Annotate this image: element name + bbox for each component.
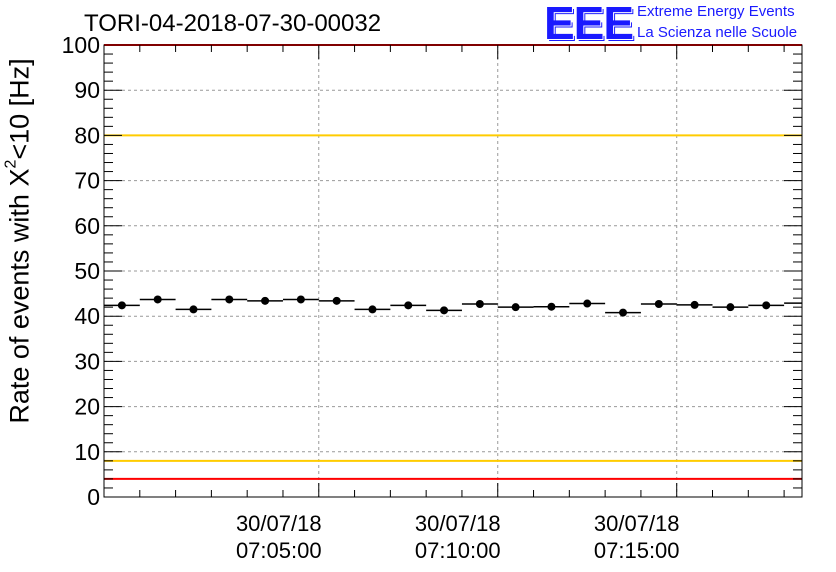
- y-tick-label-10: 10: [74, 439, 100, 465]
- data-point-10: [475, 299, 484, 308]
- data-point-14: [619, 308, 628, 317]
- y-tick-labels: 0 10 20 30 40 50 60 70 80 90 100: [62, 32, 100, 510]
- y-tick-label-70: 70: [74, 168, 100, 194]
- y-axis-label-prefix: Rate of events with X: [4, 168, 35, 424]
- axis-ticks: [103, 44, 802, 498]
- logo-line-1: Extreme Energy Events: [637, 3, 795, 20]
- data-point-2: [189, 305, 198, 314]
- y-tick-label-40: 40: [74, 303, 100, 329]
- y-tick-label-50: 50: [74, 258, 100, 284]
- data-point-11: [511, 303, 520, 312]
- data-point-15: [654, 299, 663, 308]
- x-tick-label-time-0: 07:05:00: [236, 538, 322, 563]
- data-point-12: [547, 302, 556, 311]
- data-point-0: [117, 301, 126, 310]
- data-point-9: [440, 306, 449, 315]
- data-point-13: [583, 299, 592, 308]
- y-axis-label-suffix: <10 [Hz]: [4, 58, 35, 160]
- eee-logo: EEE: [544, 0, 634, 49]
- chart-title: TORI-04-2018-07-30-00032: [84, 10, 382, 37]
- data-point-1: [153, 295, 162, 304]
- reference-lines: [104, 44, 802, 480]
- data-point-18: [762, 301, 771, 310]
- y-tick-label-0: 0: [87, 484, 100, 510]
- y-tick-label-20: 20: [74, 394, 100, 420]
- y-axis-label: Rate of events with X2<10 [Hz]: [2, 58, 36, 424]
- x-tick-label-date-0: 30/07/18: [236, 511, 322, 536]
- x-tick-label-date-1: 30/07/18: [415, 511, 501, 536]
- y-axis-label-sup: 2: [2, 159, 20, 169]
- y-tick-label-100: 100: [62, 32, 100, 58]
- y-tick-label-30: 30: [74, 348, 100, 374]
- data-point-17: [726, 303, 735, 312]
- data-point-5: [296, 295, 305, 304]
- data-point-8: [404, 301, 413, 310]
- logo-line-2: La Scienza nelle Scuole: [637, 24, 798, 41]
- data-point-6: [332, 296, 341, 305]
- data-point-7: [368, 305, 377, 314]
- x-tick-label-date-2: 30/07/18: [594, 511, 680, 536]
- y-tick-label-80: 80: [74, 122, 100, 148]
- y-tick-label-60: 60: [74, 213, 100, 239]
- x-tick-labels: 30/07/1807:05:0030/07/1807:10:0030/07/18…: [236, 511, 680, 563]
- x-tick-label-time-1: 07:10:00: [415, 538, 501, 563]
- y-tick-label-90: 90: [74, 77, 100, 103]
- grid-lines: [104, 45, 802, 497]
- data-point-3: [225, 295, 234, 304]
- x-tick-label-time-2: 07:15:00: [594, 538, 680, 563]
- data-points: [104, 295, 802, 317]
- data-point-4: [261, 296, 270, 305]
- data-point-16: [690, 300, 699, 309]
